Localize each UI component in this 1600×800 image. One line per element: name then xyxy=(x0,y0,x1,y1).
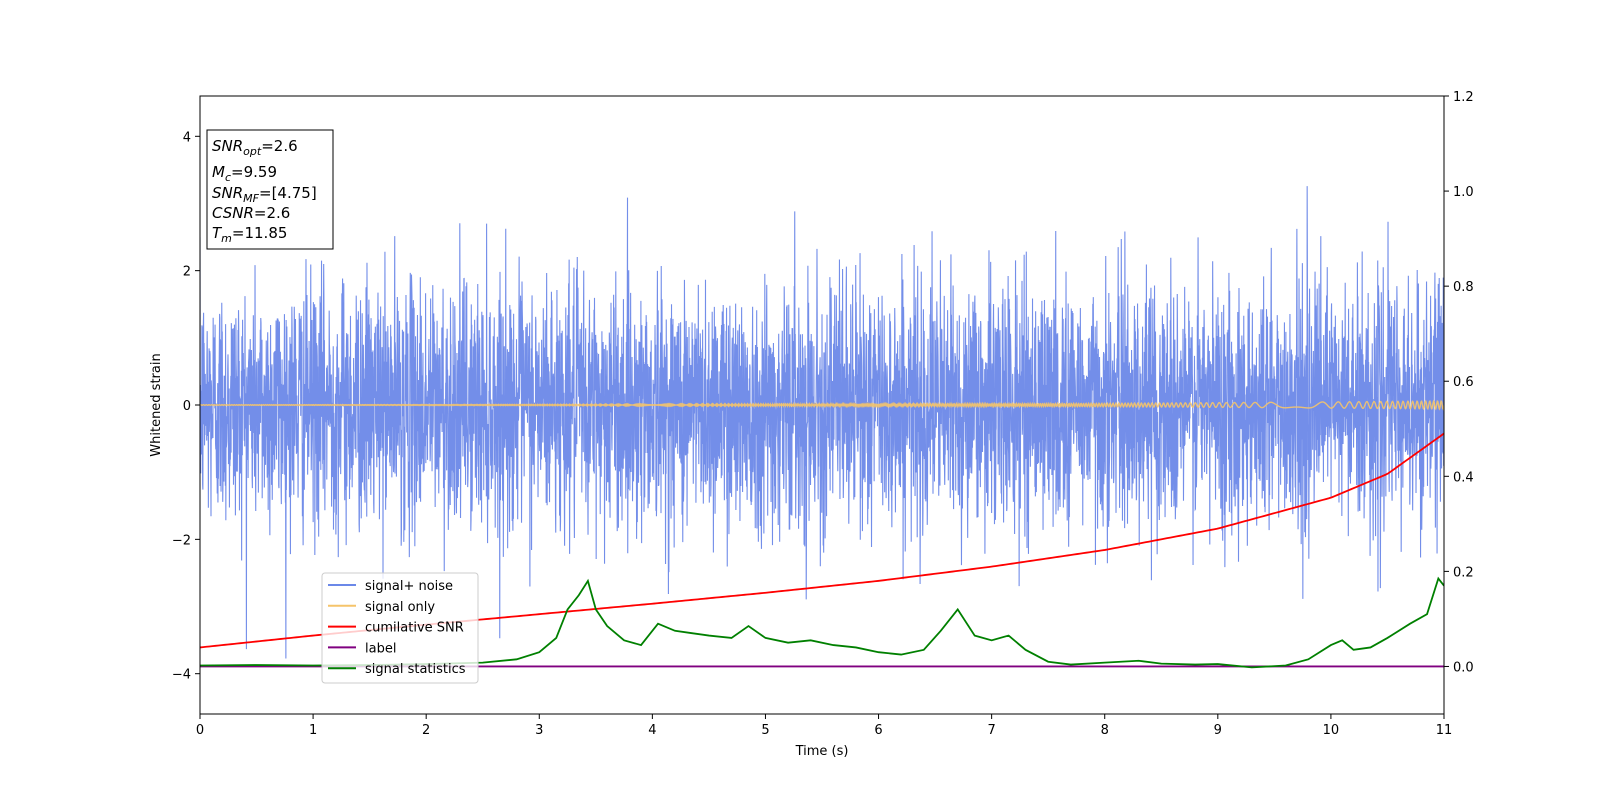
info-box-frame xyxy=(206,129,334,250)
y-left-tick-label: −4 xyxy=(172,668,191,683)
y-axis-label: Whitened strain xyxy=(149,353,164,456)
x-tick-label: 10 xyxy=(1323,723,1340,738)
x-tick-label: 2 xyxy=(422,723,430,738)
y-right-tick-label: 0.2 xyxy=(1453,565,1474,580)
x-axis: 0 1 2 3 4 5 6 7 8 9 10 11 xyxy=(196,714,1452,738)
x-tick-label: 3 xyxy=(535,723,543,738)
y-right-tick-label: 0.0 xyxy=(1453,660,1474,675)
legend-label: signal only xyxy=(365,600,435,615)
info-box: SNRopt=2.6 Mc=9.59 SNRMF=[4.75] CSNR=2.6… xyxy=(206,129,334,250)
legend: signal+ noise signal only cumilative SNR la… xyxy=(321,572,479,684)
x-tick-label: 4 xyxy=(648,723,656,738)
x-tick-label: 8 xyxy=(1101,723,1109,738)
y-right-tick-label: 0.4 xyxy=(1453,470,1474,485)
y-right-tick-label: 0.6 xyxy=(1453,375,1474,390)
info-snr-mf: SNRMF=[4.75] xyxy=(212,184,317,205)
x-tick-label: 9 xyxy=(1214,723,1222,738)
y-axis-right: 1.2 1.0 0.8 0.6 0.4 0.2 0.0 xyxy=(1444,90,1474,675)
y-right-tick-label: 0.8 xyxy=(1453,280,1474,295)
y-left-tick-label: 2 xyxy=(183,265,191,280)
legend-label: cumilative SNR xyxy=(365,621,464,636)
legend-frame xyxy=(321,572,479,684)
x-tick-label: 1 xyxy=(309,723,317,738)
x-tick-label: 11 xyxy=(1436,723,1453,738)
y-right-tick-label: 1.0 xyxy=(1453,185,1474,200)
series-signal-statistics xyxy=(200,576,1444,669)
y-right-tick-label: 1.2 xyxy=(1453,90,1474,105)
x-tick-label: 7 xyxy=(987,723,995,738)
series-signal-only xyxy=(200,399,1444,411)
y-axis-left: 4 2 0 −2 −4 xyxy=(172,130,200,683)
x-tick-label: 6 xyxy=(874,723,882,738)
x-tick-label: 0 xyxy=(196,723,204,738)
y-left-tick-label: −2 xyxy=(172,533,191,548)
legend-label: label xyxy=(365,641,396,656)
info-csnr: CSNR=2.6 xyxy=(212,204,290,222)
y-left-tick-label: 0 xyxy=(183,399,191,414)
x-axis-label: Time (s) xyxy=(795,744,849,759)
info-tm: Tm=11.85 xyxy=(212,224,287,245)
info-mc: Mc=9.59 xyxy=(212,163,277,184)
y-left-tick-label: 4 xyxy=(183,130,191,145)
series-signal-noise xyxy=(200,186,1444,659)
x-tick-label: 5 xyxy=(761,723,769,738)
info-snr-opt: SNRopt=2.6 xyxy=(212,137,298,158)
legend-label: signal+ noise xyxy=(365,579,453,594)
legend-label: signal statistics xyxy=(365,662,466,677)
